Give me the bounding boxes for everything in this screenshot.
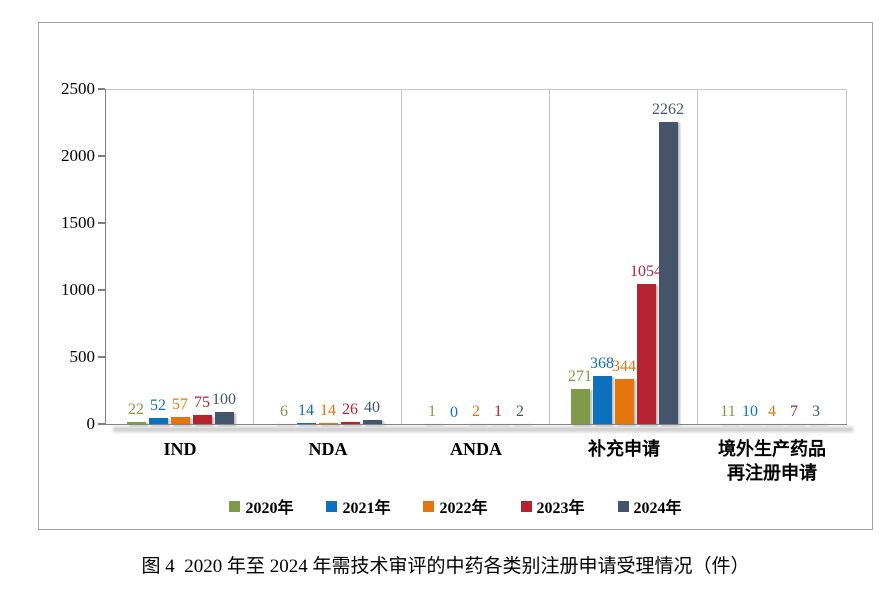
bar-value-label: 4	[768, 403, 776, 420]
y-tick-label: 500	[69, 347, 96, 366]
category-label: 补充申请	[588, 439, 660, 459]
category-panel: 271 368 344 1054 2262	[550, 90, 698, 425]
bar	[214, 412, 234, 425]
legend-label: 2021年	[342, 500, 391, 517]
bar-value-label: 11	[720, 403, 736, 420]
bar	[340, 422, 360, 425]
bar	[362, 420, 382, 425]
legend-swatch-icon	[617, 500, 629, 512]
legend-item: 2024年	[617, 494, 682, 518]
y-tick-label: 2000	[61, 146, 95, 165]
bar-value-label: 26	[342, 401, 358, 418]
plot-area: 22 52 57 75 100 6 14 14 26 40 1 0 2 1 2 271 368 344 1054 22…	[106, 89, 847, 425]
bar-value-label: 10	[742, 403, 758, 420]
legend-label: 2020年	[245, 500, 294, 517]
bar-value-label: 2262	[652, 101, 684, 118]
y-tick-label: 1000	[61, 280, 95, 299]
y-tick-mark	[98, 289, 105, 291]
bar-value-label: 1	[494, 403, 502, 420]
bar-value-label: 6	[280, 403, 288, 420]
legend-label: 2022年	[439, 500, 488, 517]
bar-value-label: 1	[428, 403, 436, 420]
y-tick-label: 0	[86, 414, 96, 433]
category-label: NDA	[308, 439, 348, 459]
bar	[636, 284, 656, 425]
bar-value-label: 57	[172, 396, 188, 413]
category-label: 境外生产药品 再注册申请	[718, 439, 826, 483]
bar	[614, 379, 634, 425]
category-label: IND	[163, 439, 197, 459]
bar-value-label: 368	[590, 355, 614, 372]
bar	[658, 122, 678, 425]
category-label: ANDA	[450, 439, 502, 459]
bar	[192, 415, 212, 425]
y-tick-label: 1500	[61, 213, 95, 232]
bar-value-label: 1054	[630, 263, 662, 280]
figure-caption: 图 4 2020 年至 2024 年需技术审评的中药各类别注册申请受理情况（件）	[141, 556, 750, 577]
bar-value-label: 14	[298, 402, 314, 419]
bar-value-label: 14	[320, 402, 336, 419]
bar	[170, 417, 190, 425]
legend-item: 2022年	[423, 494, 488, 518]
bar-value-label: 22	[128, 401, 144, 418]
legend: 2020年 2021年 2022年 2023年 2024年	[39, 494, 872, 518]
legend-item: 2021年	[326, 494, 390, 518]
category-panel: 6 14 14 26 40	[254, 90, 402, 425]
bar	[592, 376, 612, 425]
y-tick-mark	[98, 222, 105, 224]
category-panel: 11 10 4 7 3	[698, 90, 846, 425]
legend-swatch-icon	[229, 500, 241, 512]
legend-swatch-icon	[423, 500, 435, 512]
y-tick-label: 2500	[61, 79, 95, 98]
chart-figure: 22 52 57 75 100 6 14 14 26 40 1 0 2 1 2 271 368 344 1054 22…	[38, 22, 873, 530]
bar-value-label: 271	[568, 368, 592, 385]
legend-item: 2023年	[520, 494, 585, 518]
x-axis-line	[104, 424, 847, 426]
y-tick-mark	[98, 423, 105, 425]
bar-value-label: 0	[450, 404, 458, 421]
bar-value-label: 40	[364, 399, 380, 416]
bar-value-label: 344	[612, 358, 636, 375]
legend-label: 2023年	[536, 500, 585, 517]
bar-value-label: 2	[472, 403, 480, 420]
y-tick-mark	[98, 356, 105, 358]
legend-item: 2020年	[229, 494, 293, 518]
bar-value-label: 100	[212, 391, 236, 408]
axis-shadow	[113, 426, 853, 432]
y-tick-mark	[98, 88, 105, 90]
bar-value-label: 75	[194, 394, 210, 411]
y-tick-mark	[98, 155, 105, 157]
bar	[126, 422, 146, 425]
bar	[148, 418, 168, 425]
bar	[570, 389, 590, 425]
bar-value-label: 3	[812, 403, 820, 420]
legend-swatch-icon	[520, 500, 532, 512]
y-axis-line	[104, 89, 106, 425]
category-panel: 22 52 57 75 100	[106, 90, 254, 425]
bar-value-label: 7	[790, 403, 798, 420]
bar-value-label: 2	[516, 403, 524, 420]
bar-value-label: 52	[150, 397, 166, 414]
legend-label: 2024年	[633, 500, 682, 517]
legend-swatch-icon	[326, 500, 338, 512]
